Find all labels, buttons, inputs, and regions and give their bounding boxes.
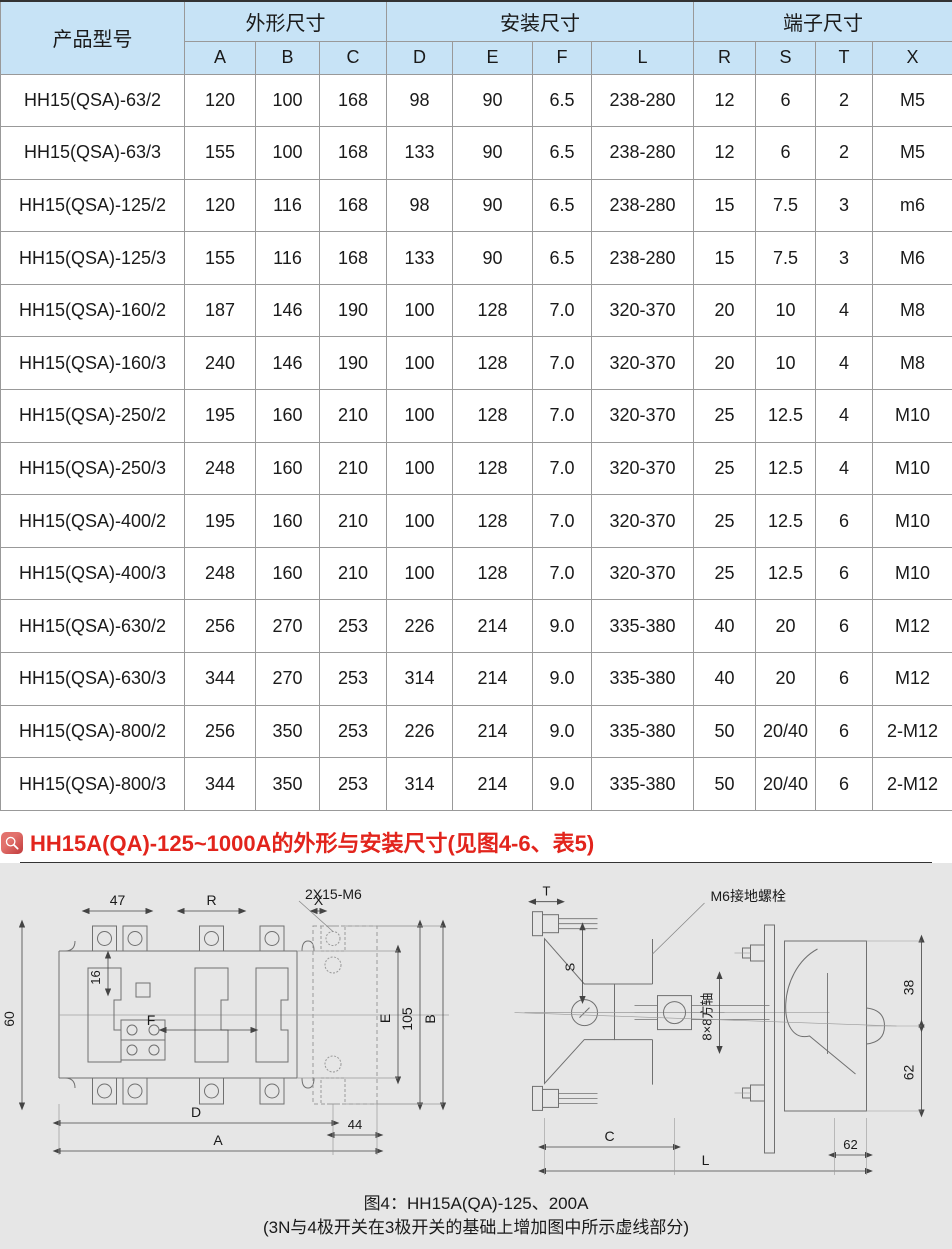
svg-text:L: L bbox=[702, 1152, 710, 1168]
svg-text:105: 105 bbox=[399, 1007, 415, 1031]
svg-text:D: D bbox=[191, 1104, 201, 1120]
svg-text:44: 44 bbox=[348, 1117, 362, 1132]
svg-text:B: B bbox=[422, 1014, 438, 1023]
svg-text:F: F bbox=[147, 1012, 156, 1028]
svg-text:M6接地螺栓: M6接地螺栓 bbox=[711, 888, 786, 904]
svg-text:T: T bbox=[543, 884, 551, 899]
svg-text:C: C bbox=[604, 1128, 614, 1144]
svg-text:S: S bbox=[563, 962, 578, 971]
svg-text:47: 47 bbox=[110, 892, 126, 908]
svg-text:16: 16 bbox=[88, 970, 103, 984]
svg-text:62: 62 bbox=[843, 1137, 857, 1152]
svg-text:X: X bbox=[314, 892, 324, 908]
svg-text:A: A bbox=[213, 1132, 223, 1148]
svg-text:60: 60 bbox=[1, 1011, 17, 1027]
svg-text:R: R bbox=[206, 892, 216, 908]
svg-text:38: 38 bbox=[901, 979, 917, 995]
svg-text:E: E bbox=[377, 1014, 393, 1023]
svg-text:8×8方轴: 8×8方轴 bbox=[700, 992, 715, 1040]
svg-text:62: 62 bbox=[901, 1064, 917, 1080]
